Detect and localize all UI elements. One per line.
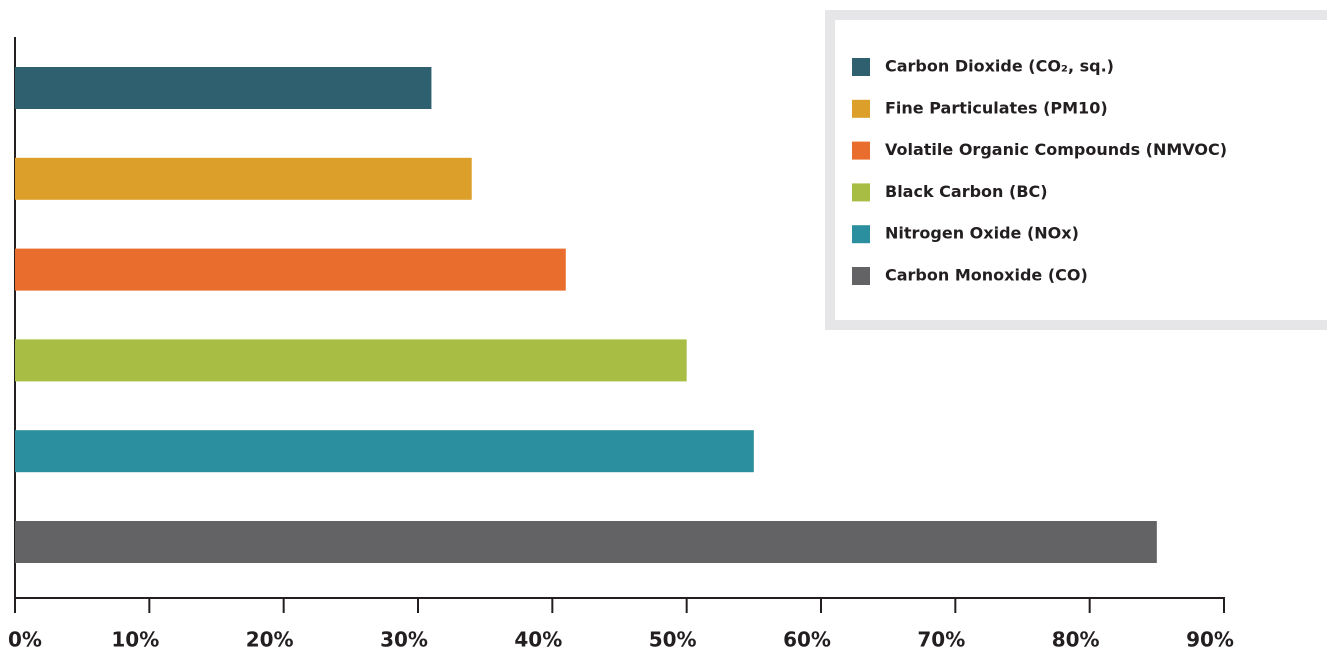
legend-label: Fine Particulates (PM10) (885, 98, 1108, 117)
x-tick-label: 0% (8, 628, 42, 652)
x-tick-label: 30% (380, 628, 428, 652)
x-tick-label: 70% (917, 628, 965, 652)
legend-label: Carbon Monoxide (CO) (885, 266, 1088, 285)
x-tick-label: 50% (649, 628, 697, 652)
bar (15, 67, 432, 109)
x-tick-label: 10% (111, 628, 159, 652)
legend-box (825, 10, 1327, 330)
legend-label: Black Carbon (BC) (885, 182, 1048, 201)
legend-swatch (852, 267, 870, 285)
bar (15, 248, 566, 291)
legend-swatch (852, 225, 870, 244)
legend-swatch (852, 99, 870, 118)
legend-swatch (852, 58, 870, 76)
x-tick-label: 20% (246, 628, 294, 652)
legend-label: Carbon Dioxide (CO₂, sq.) (885, 57, 1114, 76)
bar (15, 157, 472, 200)
x-tick-label: 80% (1052, 628, 1100, 652)
bar (15, 339, 687, 382)
bar (15, 521, 1157, 563)
legend-swatch (852, 183, 870, 202)
legend-label: Volatile Organic Compounds (NMVOC) (885, 140, 1227, 159)
bar (15, 430, 754, 473)
x-tick-label: 60% (783, 628, 831, 652)
legend-swatch (852, 141, 870, 160)
x-tick-label: 90% (1186, 628, 1234, 652)
legend-label: Nitrogen Oxide (NOx) (885, 224, 1079, 243)
x-tick-label: 40% (514, 628, 562, 652)
